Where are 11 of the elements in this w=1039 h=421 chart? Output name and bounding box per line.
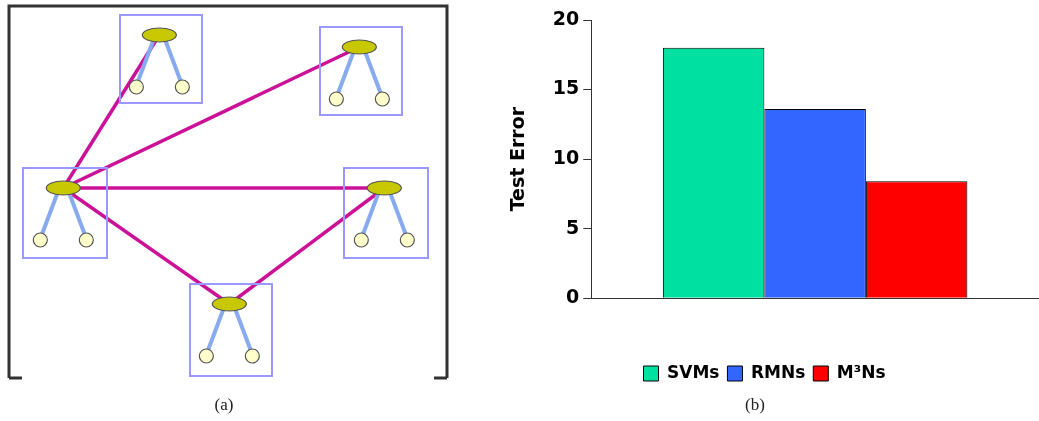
y-tick-label: 20 — [552, 6, 580, 29]
y-tick-label: 15 — [552, 76, 580, 99]
y-tick-label: 10 — [552, 146, 580, 169]
legend-label: RMNs — [750, 361, 806, 382]
y-tick-label: 5 — [566, 215, 580, 238]
legend-label: M³Ns — [836, 361, 886, 382]
legend-label: SVMs — [667, 361, 720, 382]
y-tick-label: 0 — [566, 285, 580, 308]
text: (b) — [745, 395, 765, 415]
y-axis-title: Test Error — [506, 106, 529, 212]
text: (a) — [214, 395, 234, 415]
